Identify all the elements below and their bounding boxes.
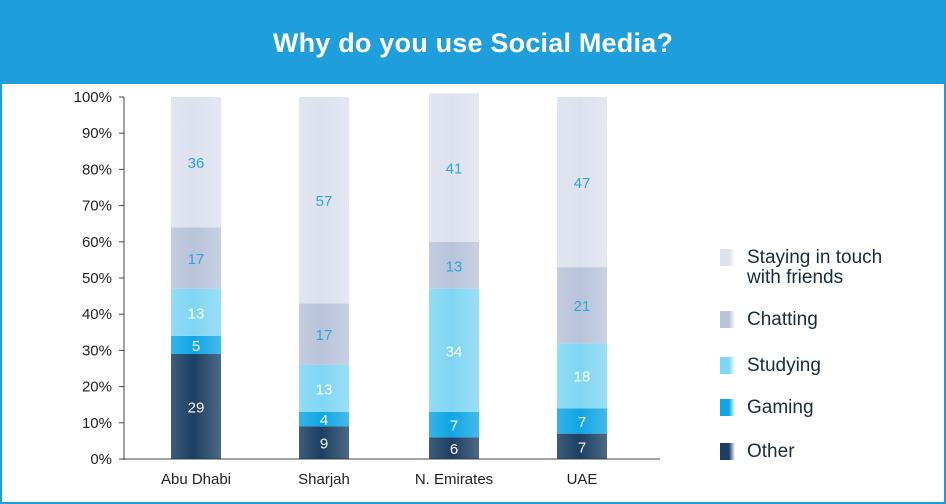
x-tick-label: Sharjah	[298, 471, 350, 488]
x-tick-label: N. Emirates	[415, 471, 493, 488]
title-bar: Why do you use Social Media?	[2, 2, 944, 84]
x-tick-label: UAE	[567, 471, 598, 488]
bar-segment	[299, 97, 349, 304]
data-label: 7	[450, 418, 458, 435]
data-label: 13	[446, 258, 463, 275]
y-tick-label: 20%	[82, 379, 112, 396]
data-label: 13	[188, 305, 205, 322]
bar-segment	[171, 335, 221, 355]
bar-segment	[299, 411, 349, 427]
y-tick-label: 30%	[82, 342, 112, 359]
legend-label: Other	[747, 441, 795, 462]
bar-segment	[429, 411, 479, 438]
bar-segment	[429, 93, 479, 242]
data-label: 41	[446, 161, 463, 178]
legend-swatch	[720, 399, 735, 416]
legend-label: Chatting	[747, 309, 818, 330]
bar-segment	[429, 288, 479, 412]
legend-label: Gaming	[747, 397, 814, 418]
y-tick-label: 80%	[82, 161, 112, 178]
bar-segment	[429, 437, 479, 459]
y-tick-label: 40%	[82, 306, 112, 323]
bar-segment	[557, 433, 607, 459]
y-tick-label: 10%	[82, 415, 112, 432]
data-label: 9	[320, 436, 328, 453]
data-label: 5	[192, 338, 200, 355]
legend-swatch	[720, 311, 735, 328]
legend-swatch	[720, 249, 735, 266]
data-label: 7	[578, 414, 586, 431]
bar-segment	[299, 364, 349, 412]
bar-segment	[171, 288, 221, 336]
x-tick-label: Abu Dhabi	[161, 471, 231, 488]
data-label: 17	[316, 327, 333, 344]
data-label: 18	[574, 369, 591, 386]
bar-segment	[299, 426, 349, 459]
bar-segment	[557, 343, 607, 409]
y-tick-label: 50%	[82, 270, 112, 287]
data-label: 29	[188, 400, 205, 417]
legend-item: Chatting	[720, 310, 818, 330]
bar-segment	[557, 408, 607, 434]
legend-item: Other	[720, 442, 795, 462]
y-tick-label: 100%	[74, 89, 112, 106]
legend-label: Staying in touch with friends	[747, 247, 883, 288]
legend-item: Staying in touch with friends	[720, 248, 882, 288]
legend-swatch	[720, 443, 735, 460]
bar-segment	[557, 97, 607, 268]
data-label: 21	[574, 298, 591, 315]
y-tick-label: 70%	[82, 198, 112, 215]
y-tick-label: 0%	[90, 451, 112, 468]
data-label: 13	[316, 381, 333, 398]
data-label: 57	[316, 193, 333, 210]
data-label: 6	[450, 441, 458, 458]
y-tick-label: 90%	[82, 125, 112, 142]
bar-segment	[557, 267, 607, 344]
bar-segment	[171, 97, 221, 228]
chart-title: Why do you use Social Media?	[272, 27, 674, 58]
legend-label: Studying	[747, 355, 821, 376]
data-label: 47	[574, 175, 591, 192]
y-tick-label: 60%	[82, 234, 112, 251]
bar-segment	[299, 303, 349, 365]
bar-segment	[171, 354, 221, 459]
bar-segment	[429, 241, 479, 289]
data-label: 36	[188, 155, 205, 172]
data-label: 7	[578, 439, 586, 456]
bar-segment	[171, 227, 221, 289]
legend-item: Gaming	[720, 398, 814, 418]
data-label: 34	[446, 343, 463, 360]
legend-item: Studying	[720, 356, 821, 376]
legend-swatch	[720, 357, 735, 374]
data-label: 17	[188, 251, 205, 268]
data-label: 4	[320, 412, 328, 429]
